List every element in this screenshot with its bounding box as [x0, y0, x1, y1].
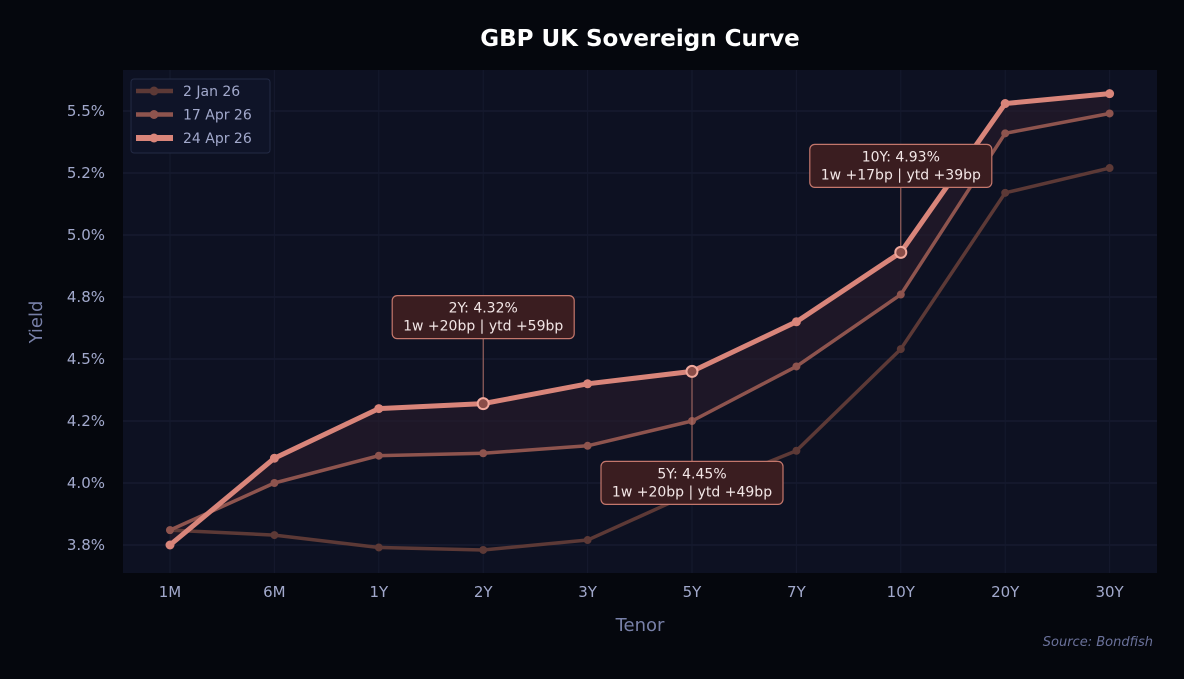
data-point — [1105, 109, 1114, 118]
data-point — [166, 526, 174, 535]
x-tick-label: 10Y — [887, 583, 916, 601]
data-point — [792, 446, 801, 455]
data-point — [1000, 99, 1010, 109]
annotation-title: 5Y: 4.45% — [657, 466, 726, 482]
annotation-detail: 1w +17bp | ytd +39bp — [821, 167, 981, 183]
legend-item: 17 Apr 26 — [136, 108, 252, 124]
legend-marker — [149, 133, 159, 143]
data-point — [374, 404, 384, 414]
annotation-box — [391, 295, 575, 340]
annotation-5y: 5Y: 4.45% 1w +20bp | ytd +49bp — [600, 364, 784, 505]
highlight-point — [476, 397, 490, 411]
data-point — [1001, 129, 1010, 138]
x-tick-label: 2Y — [474, 583, 494, 601]
series-17-apr-26 — [166, 109, 1114, 535]
chart-title: GBP UK Sovereign Curve — [480, 26, 800, 52]
y-axis-label: Yield — [26, 301, 47, 345]
data-point — [374, 451, 383, 460]
y-tick-label: 4.8% — [67, 288, 105, 306]
legend-label: 17 Apr 26 — [183, 108, 252, 124]
x-tick-label: 6M — [263, 583, 286, 601]
legend-item: 2 Jan 26 — [136, 84, 240, 100]
spread-fill — [170, 93, 1110, 545]
annotation-10y: 10Y: 4.93% 1w +17bp | ytd +39bp — [809, 143, 993, 259]
annotation-detail: 1w +20bp | ytd +49bp — [612, 484, 772, 500]
legend-marker — [149, 86, 159, 96]
data-point — [374, 543, 383, 552]
data-point — [270, 479, 279, 487]
highlight-point — [685, 364, 699, 378]
annotation-detail: 1w +20bp | ytd +59bp — [403, 319, 563, 335]
annotation-title: 2Y: 4.32% — [449, 301, 518, 317]
legend-box — [130, 78, 271, 154]
x-tick-label: 1M — [159, 583, 182, 601]
series-line — [169, 166, 1111, 552]
data-point — [792, 362, 801, 371]
x-tick-label: 3Y — [578, 583, 598, 601]
y-tick-label: 3.8% — [67, 536, 105, 554]
legend-item: 24 Apr 26 — [136, 131, 252, 147]
data-point — [270, 531, 279, 540]
data-point — [165, 540, 175, 550]
annotation-box — [600, 460, 784, 505]
series-line — [169, 111, 1110, 532]
data-point — [583, 441, 592, 450]
x-tick-label: 1Y — [369, 583, 389, 601]
data-point — [1001, 188, 1010, 197]
y-tick-label: 4.2% — [67, 412, 105, 430]
data-point — [479, 449, 488, 458]
x-tick-label: 5Y — [683, 583, 703, 601]
legend-label: 2 Jan 26 — [183, 84, 240, 100]
legend-label: 24 Apr 26 — [183, 131, 252, 147]
data-point — [1105, 89, 1115, 99]
data-point — [583, 536, 592, 545]
y-tick-label: 5.5% — [67, 102, 105, 120]
data-point — [896, 345, 905, 354]
legend-marker — [149, 110, 159, 119]
y-tick-label: 4.0% — [67, 474, 105, 492]
data-point — [583, 379, 593, 389]
y-tick-label: 5.2% — [67, 164, 105, 182]
highlight-point — [894, 245, 908, 259]
y-tick-label: 4.5% — [67, 350, 105, 368]
annotation-box — [809, 143, 993, 188]
x-axis-label: Tenor — [615, 615, 665, 636]
x-tick-label: 20Y — [991, 583, 1020, 601]
annotation-title: 10Y: 4.93% — [862, 149, 940, 165]
data-point — [791, 317, 801, 327]
data-point — [896, 290, 905, 299]
annotation-2y: 2Y: 4.32% 1w +20bp | ytd +59bp — [391, 295, 575, 411]
data-point — [1105, 164, 1114, 173]
data-point — [269, 453, 279, 463]
x-tick-label: 7Y — [787, 583, 807, 601]
x-tick-label: 30Y — [1095, 583, 1124, 601]
data-point — [479, 545, 488, 554]
y-tick-label: 5.0% — [67, 226, 105, 244]
source-note: Source: Bondfish — [1043, 635, 1153, 650]
